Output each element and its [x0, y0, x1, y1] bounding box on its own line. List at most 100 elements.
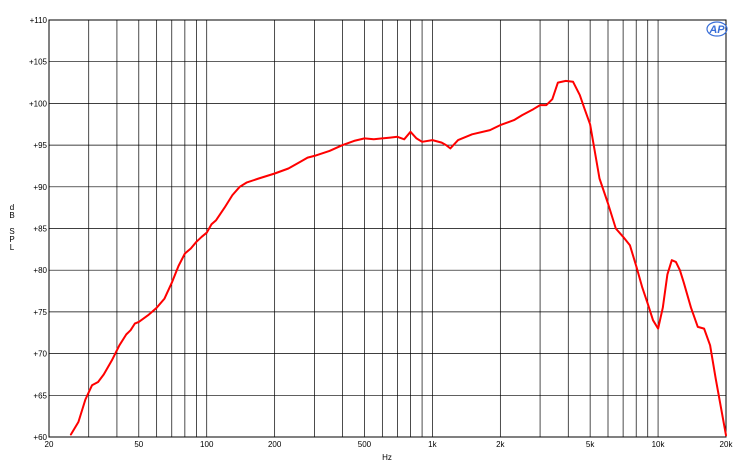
y-axis-title-char: d [10, 203, 14, 212]
data-point [513, 119, 515, 121]
data-point [328, 150, 331, 152]
data-point [657, 327, 659, 330]
x-tick-label: 50 [134, 440, 143, 449]
data-point [565, 80, 567, 82]
data-point [499, 124, 501, 126]
data-point [666, 273, 669, 275]
x-tick-label: 1k [428, 440, 437, 449]
x-tick-label: 5k [586, 440, 595, 449]
data-point [431, 139, 434, 141]
data-point [415, 137, 418, 140]
data-point [521, 114, 523, 116]
data-point [363, 137, 366, 140]
data-point [195, 241, 198, 243]
data-point [210, 223, 213, 225]
data-point [134, 322, 136, 325]
data-point [572, 81, 574, 83]
data-point [421, 141, 423, 143]
y-tick-label: +75 [33, 308, 47, 317]
y-tick-label: +110 [30, 16, 48, 25]
data-point [239, 186, 241, 188]
data-point [539, 104, 541, 106]
data-point [118, 344, 120, 346]
data-point [201, 236, 203, 238]
data-point [287, 167, 289, 170]
x-tick-label: 200 [268, 440, 282, 449]
data-point [583, 106, 585, 109]
data-point [662, 307, 664, 309]
data-point [489, 129, 491, 131]
data-point [445, 144, 447, 146]
data-point [589, 123, 591, 125]
data-point [703, 327, 705, 330]
data-point [245, 182, 248, 184]
data-point [341, 144, 344, 146]
data-point [389, 136, 391, 139]
data-point [598, 177, 601, 180]
plot-frame [48, 19, 727, 438]
data-point [313, 155, 316, 157]
data-point [557, 81, 559, 84]
data-point [615, 227, 617, 230]
data-point [138, 321, 140, 323]
y-tick-labels: +60 +65 +70 +75 +80 +85 +90 +95 +100 +105 +110 [29, 16, 48, 442]
data-point [545, 104, 547, 106]
data-point [111, 359, 113, 361]
data-point [307, 157, 309, 159]
data-point [551, 98, 553, 100]
data-point [715, 378, 717, 380]
x-tick-label: 2k [496, 440, 505, 449]
data-point [77, 421, 80, 423]
data-point [224, 207, 226, 209]
y-tick-label: +70 [33, 350, 47, 359]
y-tick-label: +60 [33, 433, 47, 442]
x-tick-label: 100 [200, 440, 214, 449]
data-point [190, 247, 192, 250]
data-point [206, 232, 208, 234]
y-axis-title: d B S P L [9, 203, 14, 252]
data-point [647, 302, 649, 305]
data-point [579, 94, 581, 96]
x-tick-label: 20 [45, 440, 54, 449]
data-point [373, 138, 375, 140]
data-point [231, 194, 234, 196]
response-curve-points [70, 80, 727, 436]
x-tick-label: 10k [652, 440, 666, 449]
data-point [532, 108, 534, 110]
data-point [381, 137, 383, 140]
data-point [622, 236, 624, 238]
data-point [725, 434, 727, 436]
y-axis-title-char: L [10, 243, 15, 252]
data-point [629, 244, 631, 246]
ap-logo-text: AP [708, 24, 725, 36]
data-point [675, 261, 677, 263]
data-point [130, 329, 132, 331]
y-tick-label: +80 [33, 266, 47, 275]
data-point [471, 133, 473, 135]
ap-logo: AP [706, 21, 728, 37]
data-point [690, 307, 692, 309]
data-point [125, 333, 127, 336]
data-point [177, 265, 180, 267]
data-point [720, 407, 722, 409]
data-point [215, 219, 217, 221]
y-axis-title-char: S [9, 227, 14, 236]
data-point [396, 136, 399, 138]
ap-logo-ring [706, 21, 728, 37]
y-axis-title-char: P [9, 235, 14, 244]
data-point [607, 202, 609, 205]
y-tick-label: +100 [29, 99, 48, 108]
data-point [91, 384, 93, 386]
data-point [299, 161, 301, 163]
data-point [156, 307, 158, 309]
data-point [84, 398, 87, 401]
y-axis-title-char: B [9, 211, 14, 220]
data-point [671, 259, 673, 261]
data-point [274, 172, 276, 175]
data-point [679, 269, 681, 271]
x-tick-labels: 20 50 100 200 500 1k 2k 5k 10k 20k [45, 440, 734, 449]
data-point [70, 433, 72, 436]
x-axis-title: Hz [382, 453, 392, 462]
data-point [171, 282, 173, 284]
data-point [103, 373, 105, 376]
